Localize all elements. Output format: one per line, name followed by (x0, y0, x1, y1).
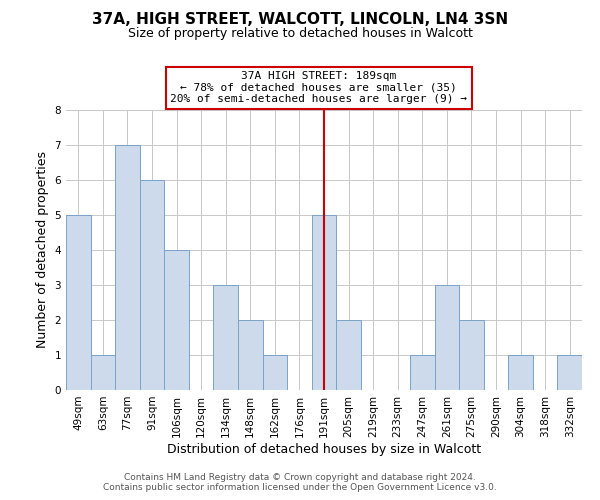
X-axis label: Distribution of detached houses by size in Walcott: Distribution of detached houses by size … (167, 442, 481, 456)
Bar (164, 250, 189, 390)
Bar (214, 285, 238, 390)
Bar (434, 285, 459, 390)
Bar (410, 355, 434, 390)
Bar (312, 215, 336, 390)
Bar (557, 355, 582, 390)
Bar (238, 320, 263, 390)
Bar (336, 320, 361, 390)
Text: Contains public sector information licensed under the Open Government Licence v3: Contains public sector information licen… (103, 484, 497, 492)
Bar (508, 355, 533, 390)
Bar (263, 355, 287, 390)
Text: Size of property relative to detached houses in Walcott: Size of property relative to detached ho… (128, 28, 472, 40)
Bar (459, 320, 484, 390)
Y-axis label: Number of detached properties: Number of detached properties (36, 152, 49, 348)
Bar (140, 180, 164, 390)
Text: Contains HM Land Registry data © Crown copyright and database right 2024.: Contains HM Land Registry data © Crown c… (124, 474, 476, 482)
Bar (91, 355, 115, 390)
Bar (66, 215, 91, 390)
Text: 37A HIGH STREET: 189sqm
← 78% of detached houses are smaller (35)
20% of semi-de: 37A HIGH STREET: 189sqm ← 78% of detache… (170, 71, 467, 104)
Bar (115, 145, 140, 390)
Text: 37A, HIGH STREET, WALCOTT, LINCOLN, LN4 3SN: 37A, HIGH STREET, WALCOTT, LINCOLN, LN4 … (92, 12, 508, 28)
